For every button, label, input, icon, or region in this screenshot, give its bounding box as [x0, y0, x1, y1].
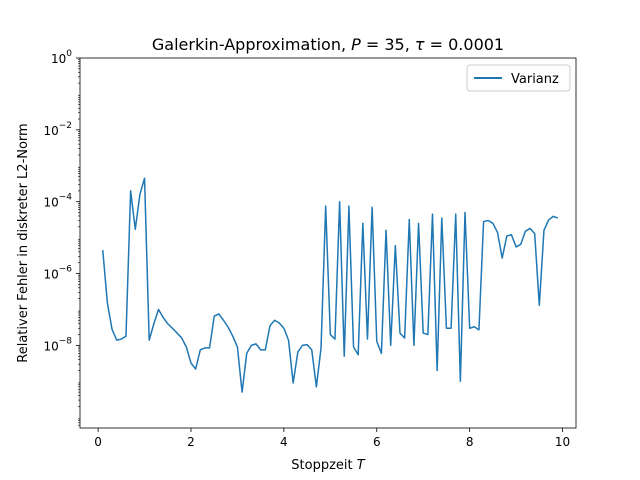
x-axis-ticks: 0 2 4 6 8 10	[94, 428, 570, 449]
x-tick-label: 0	[94, 435, 102, 449]
x-axis-label: Stoppzeit T	[291, 458, 365, 473]
plot-frame	[79, 57, 577, 429]
y-axis-ticks: 100 10−2 10−4 10−6 10−8	[43, 49, 80, 426]
plot-area	[80, 58, 576, 428]
legend-label-varianz: Varianz	[511, 72, 559, 87]
x-tick-label: 8	[466, 435, 474, 449]
y-tick-label: 10−2	[43, 121, 72, 138]
legend-box	[466, 64, 571, 92]
legend: Varianz	[466, 64, 571, 92]
series-line-varianz	[102, 177, 559, 393]
y-tick-label: 10−6	[43, 265, 72, 282]
y-tick-label: 10−8	[43, 336, 72, 353]
y-tick-label: 100	[51, 49, 72, 66]
x-tick-label: 6	[373, 435, 381, 449]
chart-title: Galerkin-Approximation, P = 35, τ = 0.00…	[152, 35, 504, 54]
y-axis-label: Relativer Fehler in diskreter L2-Norm	[16, 123, 31, 362]
x-tick-label: 2	[187, 435, 195, 449]
x-tick-label: 10	[555, 435, 570, 449]
x-tick-label: 4	[280, 435, 288, 449]
series-layer	[102, 177, 559, 393]
y-tick-label: 10−4	[43, 193, 72, 210]
